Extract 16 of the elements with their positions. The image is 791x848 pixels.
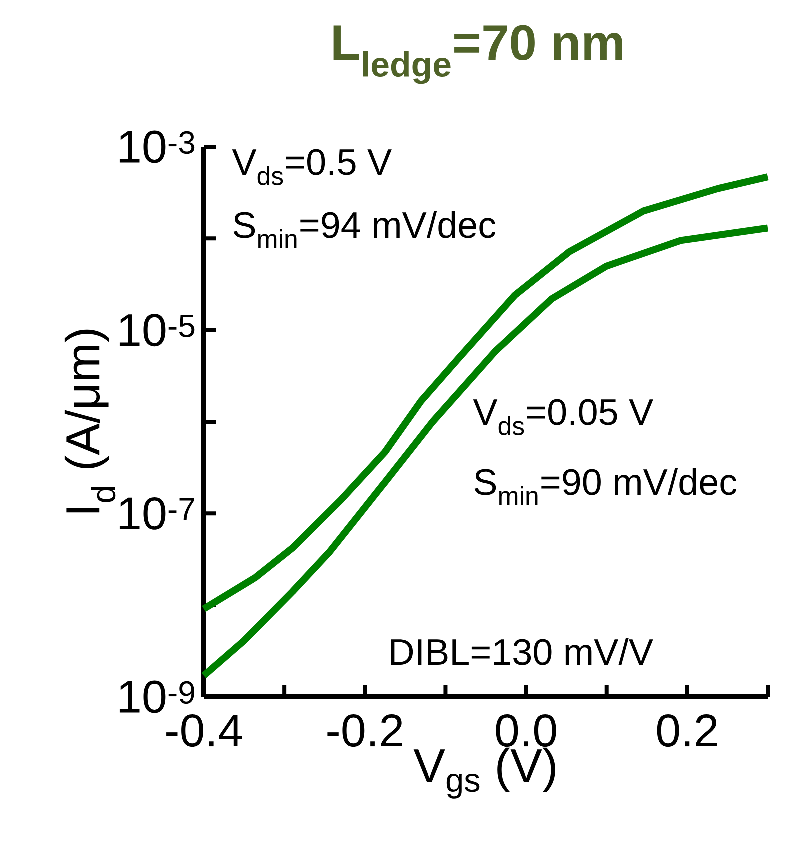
y-axis-title: I$_{d}$ (A/μm) — [64, 330, 116, 513]
x-tick-label: -0.2 — [328, 714, 402, 747]
annotation: V$_{ds}$=0.5 V — [232, 149, 392, 186]
annotation: DIBL=130 mV/V — [391, 638, 654, 666]
x-tick-label: -0.4 — [166, 714, 242, 747]
annotation: S$_{min}$=90 mV/dec — [474, 468, 737, 506]
y-tick-label: 10$^{-5}$ — [120, 314, 195, 347]
y-tick-label: 10$^{-9}$ — [120, 680, 194, 714]
annotation: S$_{min}$=94 mV/dec — [234, 211, 496, 248]
y-tick-label: 10$^{-3}$ — [120, 130, 195, 164]
x-axis-title: V$_{gs}$ (V) — [414, 748, 556, 799]
x-tick-label: 0.0 — [496, 714, 556, 747]
chart-title: L$_{ledge}$=70 nm — [334, 25, 622, 84]
annotation: V$_{ds}$=0.05 V — [473, 399, 654, 436]
x-tick-label: 0.2 — [657, 714, 717, 747]
y-tick-label: 10$^{-7}$ — [120, 497, 194, 530]
